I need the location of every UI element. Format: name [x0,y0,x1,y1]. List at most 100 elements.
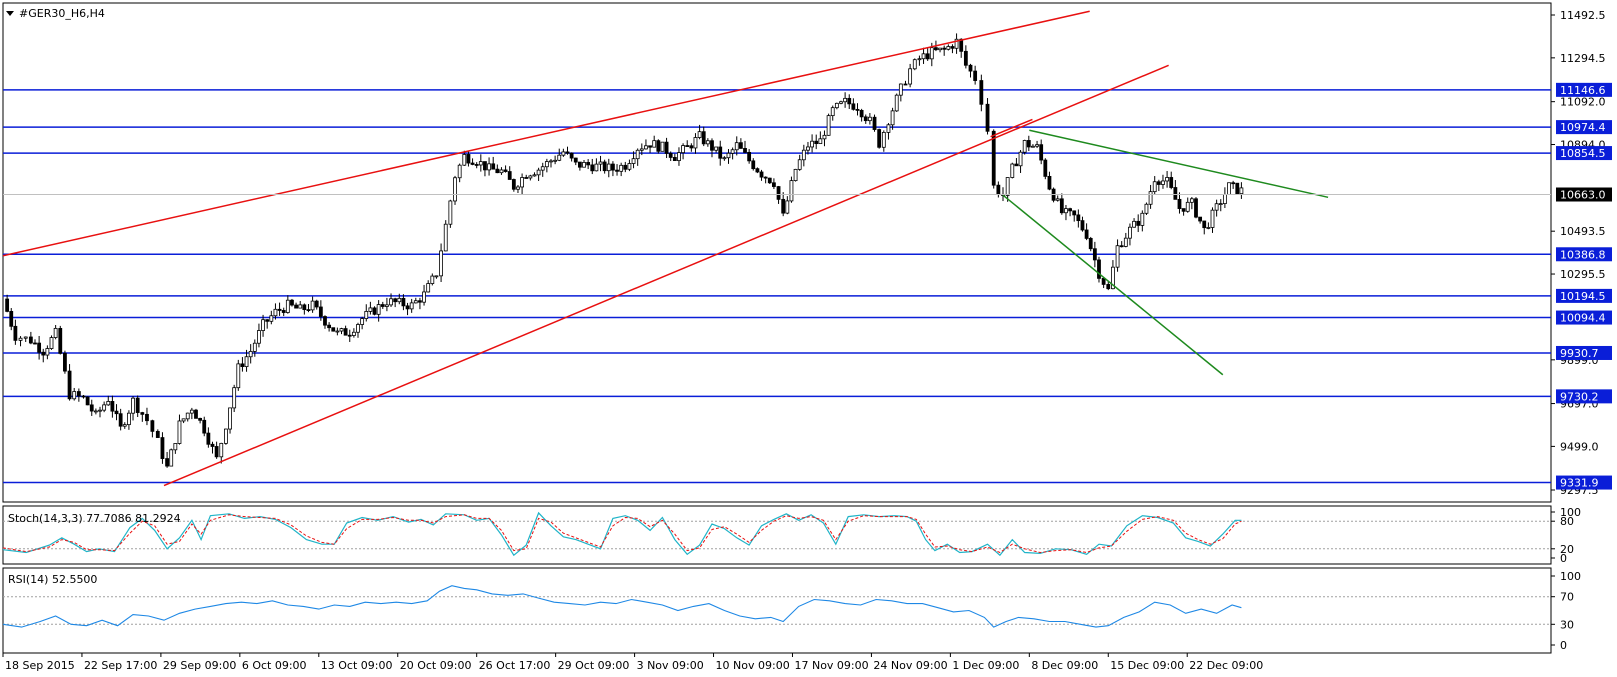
candle-body-115 [495,168,500,174]
candle-body-95 [409,302,414,310]
candle-body-287 [1222,194,1227,205]
candle-body-25 [114,410,119,415]
candle-body-224 [950,46,955,49]
time-tick-label-12: 1 Dec 09:00 [952,659,1019,672]
current-price-label: 10663.0 [1560,189,1606,202]
candle-body-8 [41,351,46,356]
candle-body-17 [81,395,86,398]
candle-body-4 [23,336,28,339]
candle-body-238 [1018,151,1023,167]
candle-body-252 [1076,214,1081,222]
stoch-main-line [2,511,1242,557]
candle-body-14 [67,370,72,400]
candle-body-272 [1161,180,1165,185]
candle-body-254 [1084,229,1089,239]
stoch-tick-label-1: 80 [1560,515,1574,528]
candle-body-93 [401,297,406,307]
candle-body-10 [49,337,54,349]
candle-body-117 [503,169,508,172]
candle-body-80 [347,334,352,337]
price-tick-label-4: 10493.5 [1560,225,1606,238]
candle-body-27 [122,424,127,427]
candle-body-214 [908,68,913,85]
candle-body-125 [536,169,541,176]
candle-body-45 [202,419,207,434]
level-label-box-5 [1556,310,1612,325]
candle-body-88 [380,304,385,307]
time-tick-label-0: 18 Sep 2015 [5,659,75,672]
candle-body-97 [418,300,422,303]
candle-body-276 [1177,198,1182,209]
rsi-tick-label-3: 0 [1560,639,1567,652]
candle-body-285 [1214,203,1219,211]
candle-body-231 [985,103,990,132]
level-label-4: 10194.5 [1560,290,1606,303]
symbol-menu-triangle-icon[interactable] [6,11,14,16]
candle-body-277 [1181,208,1186,212]
candle-body-251 [1072,210,1077,216]
candle-body-69 [302,304,307,311]
candle-body-79 [343,328,348,336]
candle-body-131 [561,151,566,156]
candle-body-58 [257,330,261,344]
current-price-box [1556,187,1612,202]
candle-body-248 [1059,198,1064,214]
candle-body-100 [430,275,435,284]
candle-body-94 [405,305,410,310]
candle-body-203 [859,109,864,118]
candle-body-3 [18,337,23,341]
candle-body-57 [252,342,257,352]
candle-body-133 [569,152,574,159]
price-layer [2,10,1551,487]
candle-body-230 [979,80,984,105]
candle-body-42 [189,409,194,414]
candle-body-136 [582,162,586,168]
candle-body-140 [598,161,603,165]
candle-body-256 [1092,248,1097,261]
candle-body-218 [925,53,930,60]
level-label-box-3 [1556,247,1612,262]
level-label-box-8 [1556,475,1612,490]
candle-body-123 [528,175,533,179]
candle-body-106 [457,164,462,179]
candle-body-39 [177,420,182,444]
candle-body-110 [474,164,479,166]
candle-body-278 [1185,201,1190,212]
candle-body-34 [155,430,160,438]
candle-body-229 [973,70,978,81]
candle-body-18 [85,396,90,406]
level-label-1: 10974.4 [1560,121,1606,134]
candle-body-249 [1064,208,1068,214]
candle-body-181 [767,177,772,184]
price-tick-label-8: 9499.0 [1560,440,1599,453]
candle-body-71 [310,300,315,311]
candle-body-118 [507,171,512,180]
candle-body-150 [639,148,644,151]
trend-line-3 [1029,129,1329,199]
rsi-layer [2,585,1551,628]
level-label-5: 10094.4 [1560,312,1606,325]
candle-body-152 [648,145,652,148]
candle-body-289 [1231,182,1236,185]
level-label-box-1 [1556,120,1612,135]
candle-body-156 [664,141,669,154]
time-tick-label-4: 13 Oct 09:00 [321,659,393,672]
candle-body-76 [331,327,336,332]
rsi-tick-label-0: 100 [1560,570,1581,583]
candle-body-258 [1101,277,1106,285]
candle-body-240 [1026,140,1031,148]
candle-body-65 [285,299,290,313]
candle-body-108 [466,154,471,164]
candle-body-273 [1165,177,1169,182]
candle-body-72 [314,300,319,308]
candle-body-23 [106,401,111,406]
candle-body-151 [644,145,648,150]
candle-body-86 [372,307,377,315]
candle-body-274 [1169,177,1174,188]
candle-body-183 [776,186,781,200]
candle-body-83 [360,318,365,325]
candle-body-167 [710,140,714,151]
price-tick-label-5: 10295.5 [1560,268,1606,281]
candle-body-46 [206,432,211,445]
